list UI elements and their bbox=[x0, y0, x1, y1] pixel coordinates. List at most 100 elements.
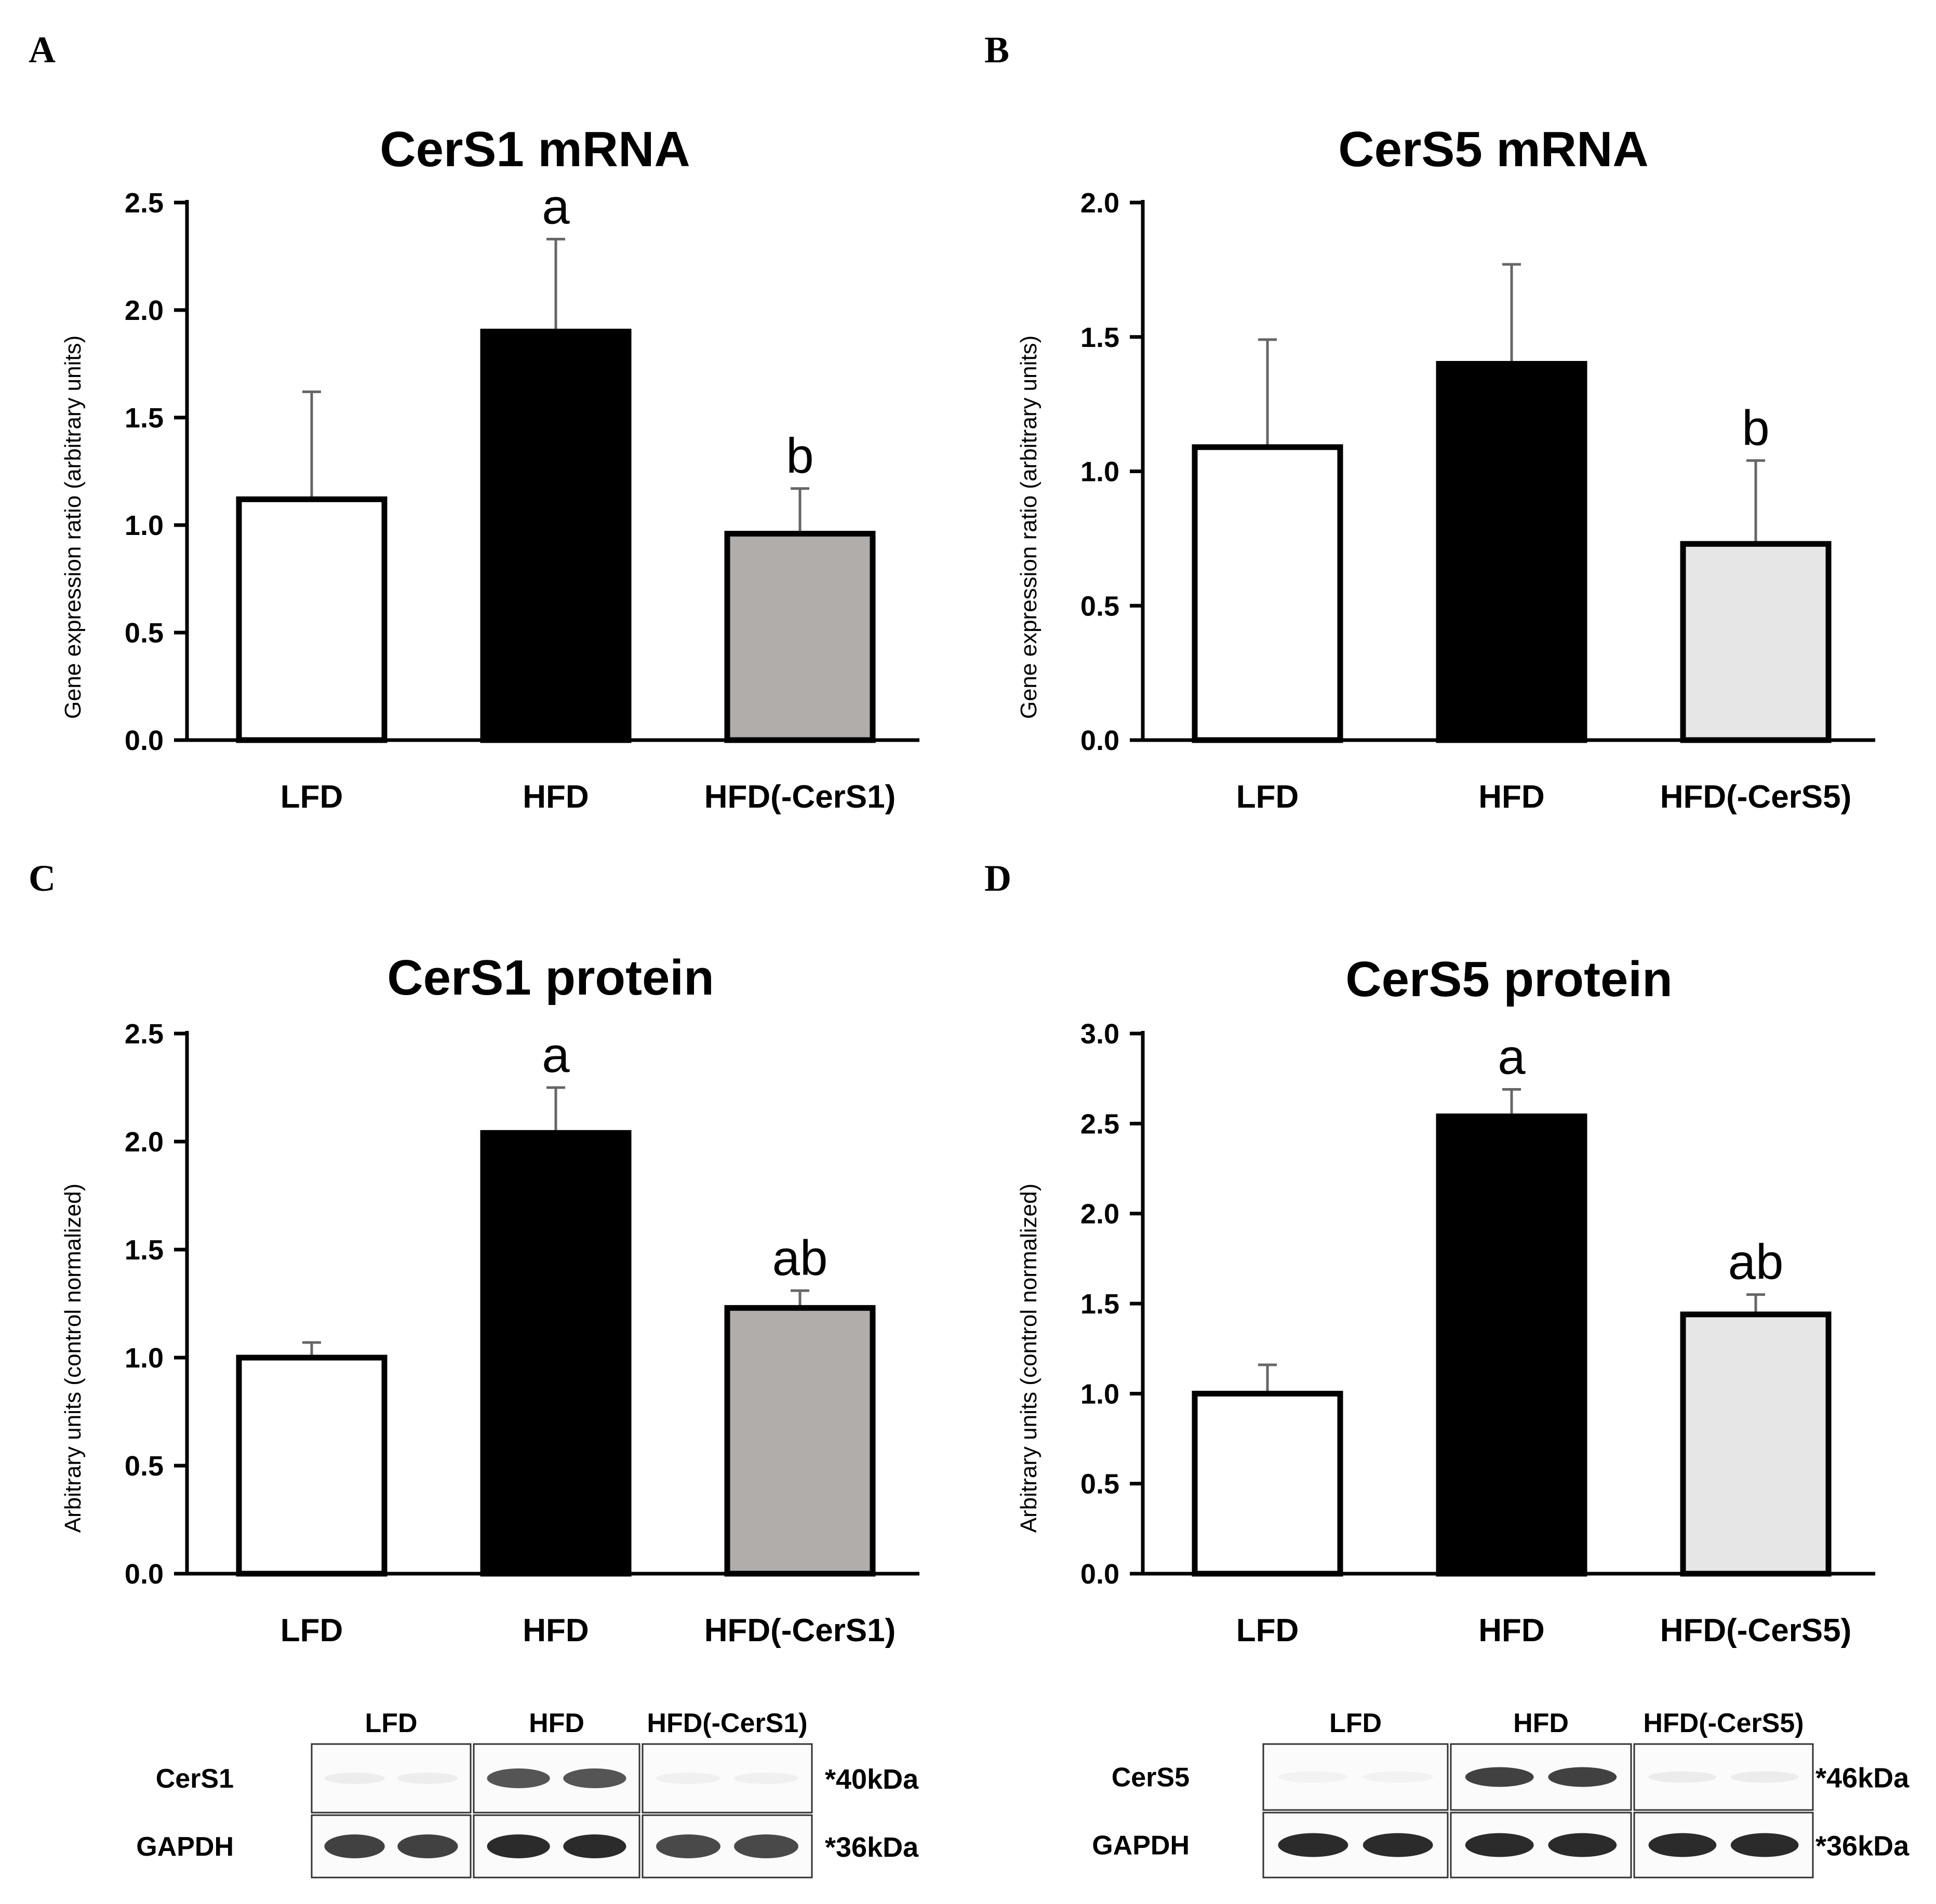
blot-kda-label: *36kDa bbox=[825, 1832, 919, 1863]
blot-kda-label: *36kDa bbox=[1815, 1831, 1910, 1862]
blot-band bbox=[397, 1834, 458, 1858]
y-tick-label: 0.0 bbox=[1080, 725, 1119, 756]
panel-letter-c: C bbox=[29, 857, 56, 899]
y-tick-label: 0.0 bbox=[1080, 1559, 1119, 1590]
blot-band bbox=[1363, 1771, 1433, 1783]
blot-band bbox=[1278, 1771, 1348, 1783]
blot-row-label: GAPDH bbox=[136, 1832, 234, 1862]
x-tick-label: HFD bbox=[1478, 1613, 1544, 1648]
blot-band bbox=[1278, 1833, 1348, 1857]
blot-lane-label: HFD bbox=[529, 1708, 584, 1738]
western-blot-cers5: LFD HFD HFD(-CerS5) CerS5 *46kDa GAPDH *36kDa bbox=[1092, 1708, 1910, 1879]
blot-band bbox=[563, 1768, 626, 1788]
bar bbox=[724, 1305, 876, 1577]
significance-label: ab bbox=[1728, 1235, 1784, 1290]
x-tick-label: LFD bbox=[281, 779, 343, 815]
blot-band bbox=[1730, 1833, 1799, 1857]
blot-band bbox=[397, 1773, 458, 1784]
blot-band bbox=[563, 1834, 626, 1858]
blot-band bbox=[1363, 1833, 1433, 1857]
bar bbox=[1192, 1390, 1343, 1577]
blot-lane-box bbox=[311, 1743, 472, 1814]
y-tick-label: 3.0 bbox=[1080, 1018, 1119, 1050]
bar bbox=[480, 328, 632, 743]
chart-cers1-mrna: CerS1 mRNA Gene expression ratio (arbitr… bbox=[60, 122, 919, 815]
y-tick-label: 0.5 bbox=[1080, 1469, 1119, 1500]
y-tick-label: 2.0 bbox=[1080, 1199, 1119, 1230]
blot-band bbox=[1548, 1767, 1617, 1787]
significance-label: a bbox=[1498, 1029, 1526, 1084]
chart-title: CerS1 protein bbox=[387, 950, 714, 1005]
y-tick-label: 0.0 bbox=[125, 1559, 164, 1590]
y-tick-label: 1.5 bbox=[1080, 1289, 1119, 1320]
x-tick-label: HFD(-CerS1) bbox=[704, 1613, 896, 1648]
chart-title: CerS5 mRNA bbox=[1338, 122, 1649, 177]
x-tick-label: LFD bbox=[1236, 1613, 1299, 1648]
panel-letter-d: D bbox=[984, 857, 1011, 899]
blot-lane-label: HFD bbox=[1513, 1708, 1569, 1738]
bar bbox=[1436, 361, 1587, 743]
x-tick-label: HFD bbox=[523, 1613, 589, 1648]
significance-label: a bbox=[542, 1027, 570, 1083]
blot-lane-label: HFD(-CerS5) bbox=[1643, 1708, 1804, 1738]
blot-lane-box bbox=[1450, 1812, 1632, 1879]
y-tick-label: 0.5 bbox=[1080, 591, 1119, 622]
blot-row-label: CerS5 bbox=[1112, 1763, 1190, 1793]
blot-band bbox=[1465, 1833, 1534, 1857]
y-axis-label: Arbitrary units (control normalized) bbox=[1016, 1184, 1042, 1533]
blot-band bbox=[324, 1834, 385, 1858]
significance-label: b bbox=[786, 428, 813, 484]
western-blot-cers1: LFD HFD HFD(-CerS1) CerS1 *40kDa GAPDH *36kDa bbox=[136, 1708, 919, 1879]
bar bbox=[236, 1355, 388, 1577]
y-tick-label: 0.0 bbox=[125, 725, 164, 756]
y-tick-label: 0.5 bbox=[125, 1451, 164, 1482]
x-tick-label: HFD(-CerS1) bbox=[704, 779, 896, 815]
blot-band bbox=[1648, 1833, 1717, 1857]
x-tick-label: HFD(-CerS5) bbox=[1660, 1613, 1852, 1648]
blot-band bbox=[1465, 1767, 1534, 1787]
x-tick-label: HFD bbox=[1478, 779, 1544, 815]
y-tick-label: 1.0 bbox=[1080, 457, 1119, 488]
blot-band bbox=[734, 1773, 798, 1784]
x-tick-label: LFD bbox=[1236, 779, 1299, 815]
bar bbox=[1680, 1311, 1832, 1577]
blot-lane-box bbox=[1633, 1743, 1814, 1811]
chart-cers5-mrna: CerS5 mRNA Gene expression ratio (arbitr… bbox=[1016, 122, 1875, 815]
x-tick-label: HFD(-CerS5) bbox=[1660, 779, 1852, 815]
blot-band bbox=[734, 1834, 798, 1858]
y-tick-label: 1.5 bbox=[125, 403, 164, 434]
x-tick-label: HFD bbox=[523, 779, 589, 815]
y-tick-label: 2.5 bbox=[125, 1018, 164, 1050]
chart-cers1-protein: CerS1 protein Arbitrary units (control n… bbox=[60, 950, 919, 1648]
blot-band bbox=[1548, 1833, 1617, 1857]
x-tick-label: LFD bbox=[281, 1613, 343, 1648]
blot-kda-label: *46kDa bbox=[1815, 1763, 1910, 1794]
blot-band bbox=[1648, 1771, 1717, 1783]
y-tick-label: 2.0 bbox=[1080, 187, 1119, 219]
blot-band bbox=[1730, 1771, 1799, 1783]
y-tick-label: 2.5 bbox=[125, 187, 164, 219]
significance-label: b bbox=[1742, 400, 1769, 456]
bar bbox=[480, 1130, 632, 1577]
panel-letter-a: A bbox=[29, 29, 56, 71]
chart-title: CerS5 protein bbox=[1345, 951, 1672, 1007]
y-tick-label: 1.5 bbox=[1080, 322, 1119, 353]
y-tick-label: 2.0 bbox=[125, 295, 164, 326]
chart-cers5-protein: CerS5 protein Arbitrary units (control n… bbox=[1016, 951, 1875, 1648]
y-axis-label: Arbitrary units (control normalized) bbox=[60, 1184, 86, 1533]
y-tick-label: 2.5 bbox=[1080, 1108, 1119, 1139]
blot-kda-label: *40kDa bbox=[825, 1764, 919, 1795]
blot-lane-label: HFD(-CerS1) bbox=[647, 1708, 807, 1738]
y-tick-label: 1.0 bbox=[125, 1343, 164, 1374]
bar bbox=[236, 496, 388, 743]
blot-band bbox=[656, 1834, 720, 1858]
y-tick-label: 2.0 bbox=[125, 1127, 164, 1158]
y-axis-label: Gene expression ratio (arbitrary units) bbox=[1016, 336, 1042, 719]
blot-lane-box bbox=[642, 1743, 813, 1814]
y-tick-label: 1.0 bbox=[1080, 1378, 1119, 1410]
panel-letter-b: B bbox=[984, 29, 1009, 71]
blot-lane-box bbox=[1262, 1743, 1449, 1811]
chart-title: CerS1 mRNA bbox=[380, 122, 690, 177]
y-tick-label: 0.5 bbox=[125, 618, 164, 649]
